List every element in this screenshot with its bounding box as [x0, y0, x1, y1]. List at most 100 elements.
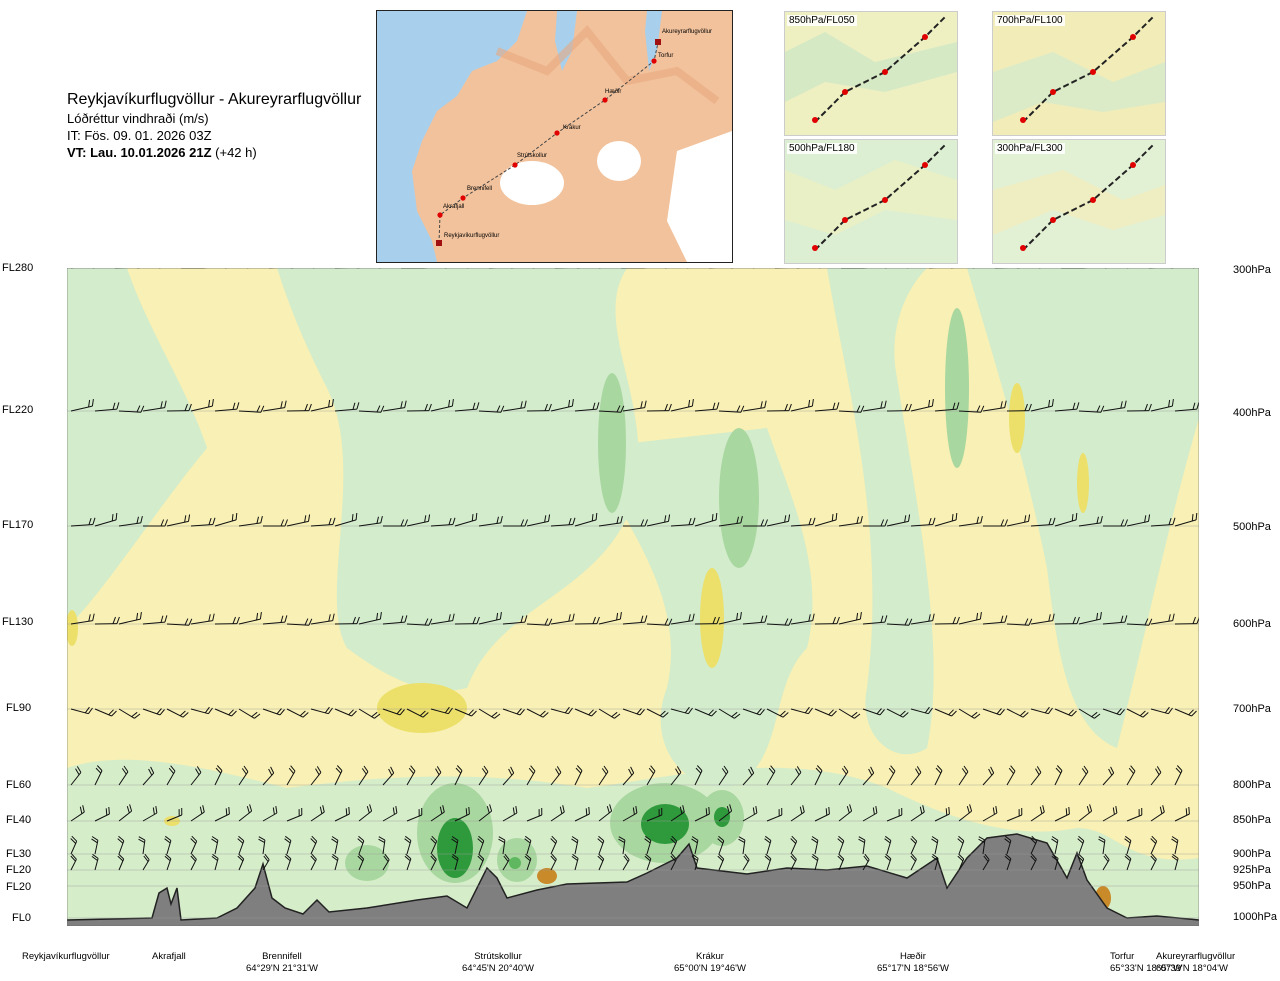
- thumbnail-850hpa[interactable]: 850hPa/FL050: [784, 11, 958, 136]
- wind-barb-feather: [380, 405, 385, 413]
- wind-barb-feather: [304, 618, 309, 626]
- wind-barb-feather: [744, 853, 750, 861]
- wind-barb-feather: [1112, 807, 1115, 815]
- wind-barb-feather: [1081, 768, 1087, 775]
- wind-barb-feather: [1175, 767, 1182, 774]
- wind-barb-feather: [1167, 707, 1173, 714]
- wind-barb-feather: [788, 514, 791, 522]
- thumbnail-500hpa[interactable]: 500hPa/FL180: [784, 139, 958, 264]
- wind-barb-feather: [392, 807, 395, 815]
- wind-barb-feather: [524, 835, 532, 841]
- wind-barb-feather: [988, 768, 993, 776]
- wind-barb-feather: [236, 402, 240, 410]
- wind-barb-feather: [211, 399, 214, 407]
- parameter-label: Lóðréttur vindhraði (m/s): [67, 111, 209, 126]
- wind-barb-feather: [640, 401, 643, 409]
- wind-barb-feather: [348, 806, 350, 815]
- updraft-mid: [945, 308, 969, 468]
- wind-barb-feather: [232, 402, 236, 410]
- wind-barb-feather: [614, 713, 621, 719]
- wind-barb-feather: [1071, 514, 1074, 522]
- wind-barb-feather: [715, 512, 718, 520]
- wind-barb-feather: [884, 615, 888, 623]
- wind-barb-feather: [779, 710, 786, 717]
- wind-barb-feather: [82, 805, 85, 813]
- wind-barb-feather: [1124, 519, 1128, 527]
- thumbnail-300hpa[interactable]: 300hPa/FL300: [992, 139, 1166, 264]
- wind-barb-feather: [1119, 709, 1125, 716]
- wind-barb-feather: [931, 855, 938, 861]
- wind-barb-feather: [384, 853, 390, 861]
- wind-barb-feather: [856, 516, 859, 524]
- wind-barb-feather: [731, 711, 738, 717]
- wind-barb-feather: [648, 767, 654, 774]
- wind-barb-feather: [1125, 853, 1132, 860]
- thumbnail-300hpa-label: 300hPa/FL300: [995, 143, 1065, 154]
- wind-barb-feather: [691, 399, 694, 407]
- wind-barb-feather: [644, 615, 648, 623]
- wind-barb-feather: [807, 707, 813, 714]
- wind-barb-feather: [260, 515, 263, 524]
- wind-barb-feather: [664, 618, 669, 626]
- wind-barb-feather: [179, 710, 186, 717]
- wind-barb-feather: [858, 838, 865, 844]
- map-label-haedir: Hæðir: [605, 89, 622, 95]
- wind-barb-feather: [118, 853, 125, 860]
- wind-barb-feather: [740, 515, 743, 524]
- wind-barb-feather: [1078, 835, 1085, 842]
- updraft-region: [277, 268, 639, 691]
- wind-barb-feather: [436, 766, 442, 773]
- wind-barb-feather: [1104, 853, 1110, 861]
- wind-barb-feather: [1124, 400, 1127, 408]
- wind-barb-feather: [512, 807, 515, 815]
- wind-barb-feather: [711, 514, 714, 522]
- pressure-label: 950hPa: [1233, 880, 1271, 892]
- wind-barb-feather: [664, 515, 667, 523]
- wind-barb-feather: [452, 517, 456, 525]
- wind-barb-feather: [1004, 615, 1008, 623]
- updraft-mid: [345, 845, 389, 881]
- wind-barb-feather: [272, 807, 275, 815]
- wind-barb-feather: [919, 806, 923, 814]
- wind-barb-feather: [971, 711, 978, 717]
- wind-barb-feather: [202, 805, 205, 813]
- wind-barb-feather: [1077, 838, 1084, 844]
- wind-barb-feather: [911, 853, 917, 860]
- wind-barb-feather: [92, 853, 99, 859]
- wind-barb-feather: [508, 768, 513, 776]
- wind-barb-feather: [246, 806, 250, 814]
- wind-barb-feather: [620, 515, 623, 524]
- wind-barb-feather: [1108, 768, 1113, 776]
- wind-barb-feather: [995, 806, 998, 814]
- wind-barb-feather: [624, 853, 630, 861]
- wind-barb-feather: [328, 517, 332, 525]
- wind-barb-feather: [207, 707, 213, 714]
- pressure-label: 600hPa: [1233, 618, 1271, 630]
- wind-barb-feather: [476, 402, 480, 410]
- wind-barb-feather: [211, 836, 219, 841]
- pressure-label: 1000hPa: [1233, 911, 1278, 923]
- wind-barb-feather: [876, 708, 882, 715]
- wind-barb-feather: [315, 768, 320, 775]
- wind-barb-feather: [280, 401, 283, 409]
- wind-barb-feather: [784, 618, 789, 626]
- wind-barb-feather: [1072, 616, 1076, 624]
- wind-barb-feather: [1124, 615, 1128, 623]
- thumbnail-700hpa-label: 700hPa/FL100: [995, 15, 1065, 26]
- wind-barb-feather: [311, 835, 318, 842]
- wind-barb-feather: [279, 709, 285, 716]
- wind-barb-feather: [311, 853, 317, 860]
- wind-barb-feather: [718, 835, 725, 842]
- wind-barb-feather: [910, 838, 917, 844]
- wind-barb-feather: [645, 853, 652, 860]
- thumbnail-700hpa[interactable]: 700hPa/FL100: [992, 11, 1166, 136]
- wind-barb-feather: [811, 855, 818, 861]
- route-map[interactable]: Akureyrarflugvöllur Torfur Hæðir Krákur …: [376, 10, 733, 263]
- wind-barb-feather: [609, 804, 613, 812]
- wind-barb-feather: [739, 612, 742, 620]
- wind-barb-feather: [858, 836, 866, 841]
- wind-barb-feather: [451, 855, 458, 861]
- wind-barb-feather: [1019, 710, 1026, 717]
- location-label: Reykjavíkurflugvöllur: [22, 951, 110, 963]
- wind-barb-feather: [468, 806, 470, 815]
